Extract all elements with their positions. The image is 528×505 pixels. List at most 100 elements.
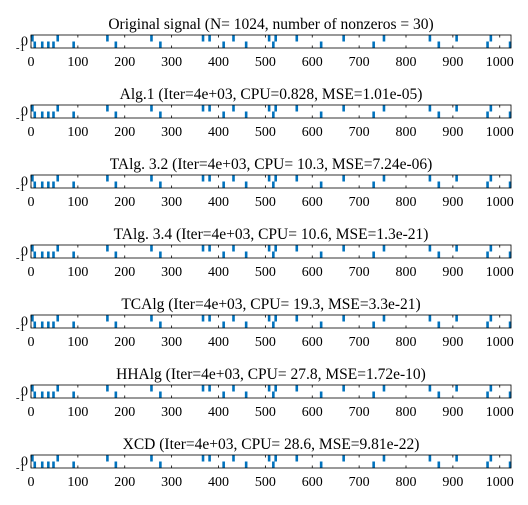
axes-box [30,314,512,329]
x-tick-label: 200 [114,475,135,490]
x-tick-label: 0 [28,475,35,490]
subplot-0: Original signal (N= 1024, number of nonz… [16,16,514,70]
x-tick-label: 100 [67,475,88,490]
y-tick-label: -1 [16,252,25,264]
x-tick-label: 800 [396,55,417,70]
y-tick-label: -1 [16,182,25,194]
x-tick-label: 600 [302,125,323,140]
y-tick-label: 0 [21,245,28,260]
x-tick-label: 800 [396,405,417,420]
subplot-title: XCD (Iter=4e+03, CPU= 28.6, MSE=9.81e-22… [123,436,420,453]
axes-box [30,384,512,399]
x-tick-label: 400 [208,125,229,140]
x-tick-label: 0 [28,265,35,280]
stem-series [31,385,512,398]
x-tick-label: 700 [349,405,370,420]
subplot-6: XCD (Iter=4e+03, CPU= 28.6, MSE=9.81e-22… [16,436,514,490]
x-tick-label: 500 [255,265,276,280]
x-tick-label: 0 [28,195,35,210]
axes-box [30,174,512,189]
x-tick-label: 400 [208,405,229,420]
x-tick-label: 0 [28,125,35,140]
y-tick-label: 0 [21,105,28,120]
x-tick-label: 100 [67,265,88,280]
y-tick-label: -1 [16,322,25,334]
x-tick-label: 900 [442,265,463,280]
x-tick-label: 200 [114,125,135,140]
x-tick-label: 200 [114,265,135,280]
x-tick-label: 1000 [486,405,514,420]
x-tick-label: 700 [349,125,370,140]
y-tick-label: 0 [21,385,28,400]
x-tick-label: 800 [396,475,417,490]
subplot-title: TAlg. 3.4 (Iter=4e+03, CPU= 10.6, MSE=1.… [114,226,429,243]
axes-box [30,34,512,49]
x-tick-label: 800 [396,195,417,210]
y-tick-label: 0 [21,315,28,330]
x-tick-label: 900 [442,55,463,70]
x-tick-label: 300 [161,405,182,420]
stem-series [31,175,512,188]
x-tick-label: 900 [442,475,463,490]
x-tick-label: 500 [255,195,276,210]
x-tick-label: 500 [255,335,276,350]
x-tick-label: 300 [161,335,182,350]
x-tick-label: 800 [396,125,417,140]
subplot-4: TCAlg (Iter=4e+03, CPU= 19.3, MSE=3.3e-2… [16,296,514,350]
x-tick-label: 400 [208,335,229,350]
subplot-title: Original signal (N= 1024, number of nonz… [108,16,433,33]
x-tick-label: 200 [114,405,135,420]
x-tick-label: 1000 [486,265,514,280]
y-tick-label: -1 [16,42,25,54]
x-tick-label: 600 [302,195,323,210]
x-tick-label: 600 [302,265,323,280]
x-tick-label: 300 [161,475,182,490]
x-tick-label: 1000 [486,335,514,350]
x-tick-label: 100 [67,405,88,420]
x-tick-label: 100 [67,195,88,210]
y-tick-label: 0 [21,455,28,470]
x-tick-label: 0 [28,335,35,350]
x-tick-label: 1000 [486,195,514,210]
subplot-2: TAlg. 3.2 (Iter=4e+03, CPU= 10.3, MSE=7.… [16,156,514,210]
x-tick-label: 500 [255,55,276,70]
x-tick-label: 0 [28,405,35,420]
subplot-title: HHAlg (Iter=4e+03, CPU= 27.8, MSE=1.72e-… [116,366,426,383]
x-tick-label: 200 [114,55,135,70]
axes-box [30,244,512,259]
x-tick-label: 100 [67,335,88,350]
y-tick-label: 0 [21,35,28,50]
x-tick-label: 0 [28,55,35,70]
x-tick-label: 700 [349,265,370,280]
subplot-5: HHAlg (Iter=4e+03, CPU= 27.8, MSE=1.72e-… [16,366,514,420]
stem-series [31,315,512,328]
x-tick-label: 800 [396,265,417,280]
x-tick-label: 1000 [486,475,514,490]
y-tick-label: -1 [16,392,25,404]
x-tick-label: 600 [302,55,323,70]
x-tick-label: 900 [442,195,463,210]
x-tick-label: 700 [349,475,370,490]
x-tick-label: 700 [349,335,370,350]
stem-series [31,245,512,258]
axes-box [30,104,512,119]
x-tick-label: 600 [302,335,323,350]
stem-series [31,455,512,468]
x-tick-label: 300 [161,265,182,280]
x-tick-label: 1000 [486,55,514,70]
x-tick-label: 500 [255,125,276,140]
x-tick-label: 500 [255,475,276,490]
x-tick-label: 400 [208,195,229,210]
subplot-title: TCAlg (Iter=4e+03, CPU= 19.3, MSE=3.3e-2… [121,296,420,313]
subplot-title: Alg.1 (Iter=4e+03, CPU=0.828, MSE=1.01e-… [120,86,423,103]
axes-box [30,454,512,469]
subplot-title: TAlg. 3.2 (Iter=4e+03, CPU= 10.3, MSE=7.… [110,156,433,173]
x-tick-label: 600 [302,405,323,420]
x-tick-label: 400 [208,265,229,280]
x-tick-label: 900 [442,125,463,140]
x-tick-label: 600 [302,475,323,490]
stem-series [31,35,512,48]
x-tick-label: 200 [114,195,135,210]
x-tick-label: 500 [255,405,276,420]
